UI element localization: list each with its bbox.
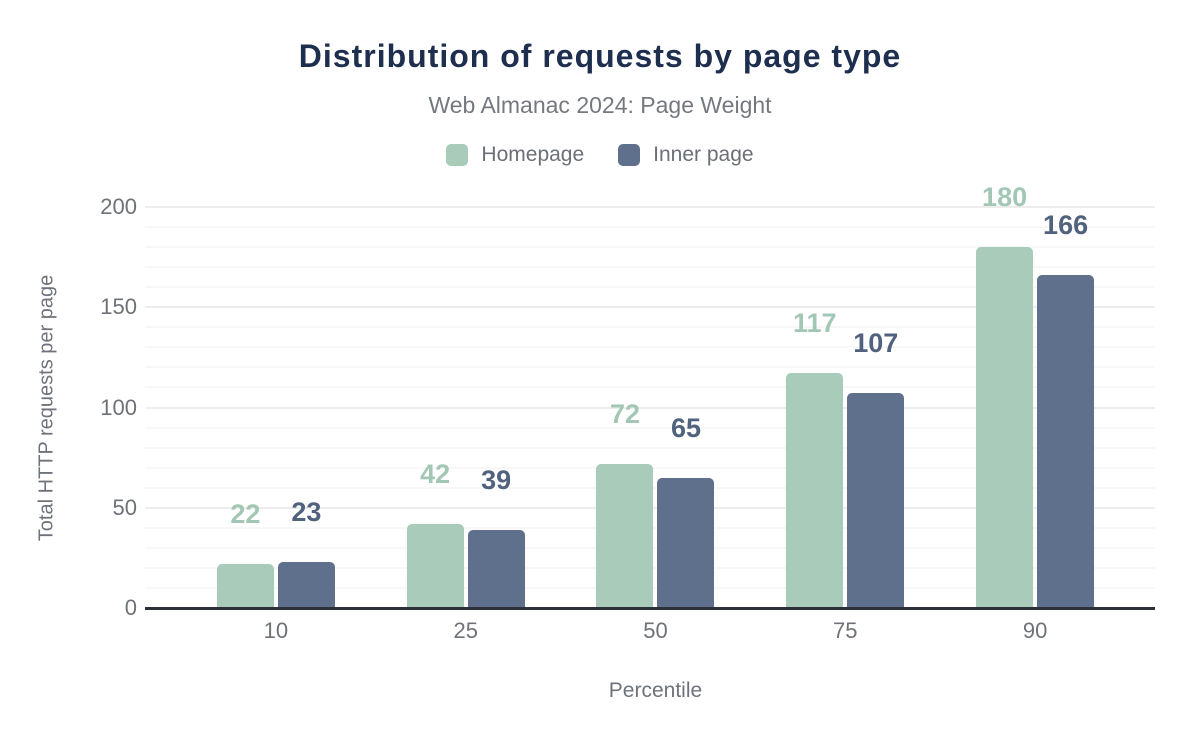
bar-value-label: 22 xyxy=(230,498,261,529)
bar-value-label: 42 xyxy=(420,458,451,489)
minor-gridline xyxy=(145,326,1155,329)
bar-homepage xyxy=(406,523,464,608)
bar-group: 42 39 25 xyxy=(371,207,561,643)
legend-item-homepage: Homepage xyxy=(446,143,584,167)
bar-inner-page xyxy=(657,477,715,608)
x-axis-line xyxy=(145,607,1155,610)
minor-gridline xyxy=(145,346,1155,349)
legend: Homepage Inner page xyxy=(0,143,1200,167)
bar-value-label: 72 xyxy=(609,398,640,429)
major-gridline xyxy=(145,206,1155,208)
bar-inner-page xyxy=(467,529,525,608)
bar-homepage xyxy=(786,373,844,608)
y-tick-label: 100 xyxy=(100,394,137,420)
bar-value-label: 23 xyxy=(291,496,322,527)
bar-group: 180 166 90 xyxy=(940,184,1130,643)
bar-value-label: 166 xyxy=(1043,210,1089,241)
legend-item-inner-page: Inner page xyxy=(618,143,754,167)
y-tick-label: 200 xyxy=(100,194,137,219)
minor-gridline xyxy=(145,366,1155,369)
minor-gridline xyxy=(145,386,1155,389)
bar-inner-page xyxy=(1037,275,1095,608)
minor-gridline xyxy=(145,426,1155,429)
bar-homepage xyxy=(976,247,1034,608)
chart-subtitle: Web Almanac 2024: Page Weight xyxy=(428,92,772,118)
x-tick-label: 25 xyxy=(453,618,478,643)
homepage-swatch-icon xyxy=(446,144,469,166)
x-tick-label: 90 xyxy=(1022,618,1048,643)
bar-homepage xyxy=(216,563,274,608)
x-tick-label: 75 xyxy=(833,618,858,643)
bar-inner-page xyxy=(847,393,905,608)
minor-gridline xyxy=(145,286,1155,289)
y-tick-label: 0 xyxy=(124,595,137,620)
inner-page-swatch-icon xyxy=(618,144,641,166)
x-axis-title: Percentile xyxy=(608,679,703,702)
bar-value-label: 117 xyxy=(793,308,837,339)
bar-value-label: 107 xyxy=(853,328,899,359)
y-tick-label: 150 xyxy=(100,294,137,320)
bar-value-label: 39 xyxy=(481,464,512,495)
legend-label-homepage: Homepage xyxy=(481,143,585,166)
legend-label-inner-page: Inner page xyxy=(653,143,754,166)
minor-gridline xyxy=(145,226,1155,229)
minor-gridline xyxy=(145,246,1155,249)
chart-title: Distribution of requests by page type xyxy=(298,38,902,74)
y-axis-title: Total HTTP requests per page xyxy=(35,274,58,542)
plot-band: 22 23 10 42 39 25 72 65 50 117 107 75 180 166 90 xyxy=(181,184,1130,643)
x-tick-label: 50 xyxy=(643,618,668,643)
y-tick-label: 50 xyxy=(112,494,137,520)
bar-group: 72 65 50 xyxy=(561,207,751,643)
bar-value-label: 65 xyxy=(670,412,701,443)
bar-group: 22 23 10 xyxy=(181,207,371,643)
bar-value-label: 180 xyxy=(982,182,1028,213)
major-gridline xyxy=(145,306,1155,309)
bar-group: 117 107 75 xyxy=(750,207,940,643)
plot-area: 22 23 10 42 39 25 72 65 50 117 107 75 180 166 90 xyxy=(145,184,1155,643)
bar-inner-page xyxy=(277,561,335,608)
major-gridline xyxy=(145,406,1155,409)
minor-gridline xyxy=(145,446,1155,449)
bar-homepage xyxy=(596,463,654,608)
minor-gridline xyxy=(145,266,1155,269)
x-tick-label: 10 xyxy=(263,618,289,643)
